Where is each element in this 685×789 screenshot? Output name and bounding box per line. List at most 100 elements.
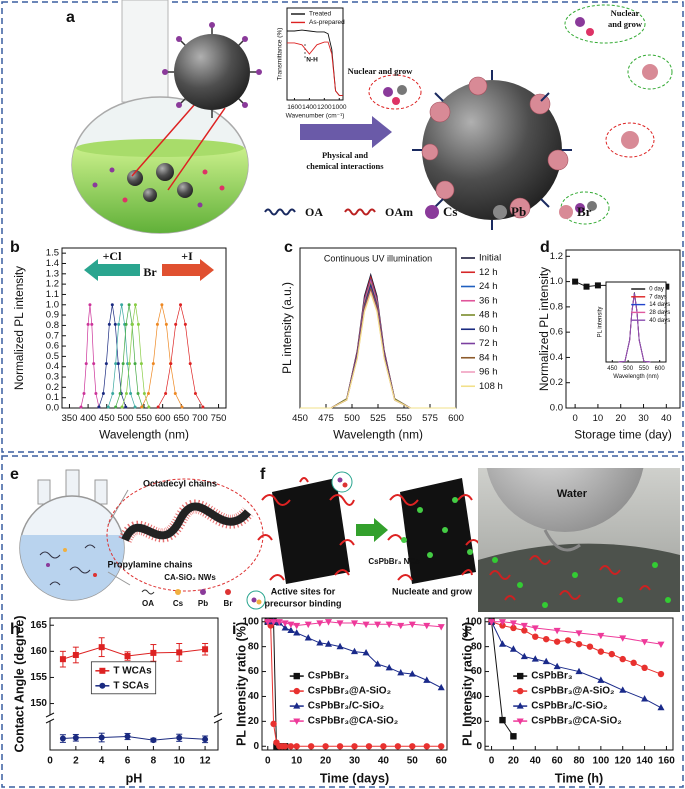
marker — [151, 362, 155, 366]
diagram-legend-part — [559, 205, 573, 219]
nanowire-scheme-part — [342, 482, 348, 488]
marker — [316, 620, 324, 627]
y-tick-label: 1.4 — [46, 258, 59, 269]
marker — [516, 718, 524, 725]
x-tick-label: 80 — [573, 756, 585, 767]
diagram-label: chemical interactions — [306, 161, 384, 171]
x-tick-label: 475 — [318, 413, 334, 424]
series-line — [300, 278, 456, 409]
marker — [543, 635, 550, 643]
marker — [657, 641, 665, 648]
marker — [127, 303, 131, 307]
x-tick-label: 40 — [378, 756, 390, 767]
marker — [193, 392, 197, 396]
y-tick-label: 60 — [471, 666, 483, 677]
legend-label: CsPbBr₃ — [531, 671, 573, 682]
plot-frame — [484, 617, 674, 751]
marker — [98, 644, 105, 651]
annotation: +I — [181, 249, 193, 263]
chart: 0 20 40 60 80 100 120 140 160 0 20 40 60 80 100 Time (h… — [460, 616, 675, 785]
reaction-flask-part — [20, 535, 124, 600]
legend-label: T SCAs — [113, 680, 149, 691]
reaction-flask-part — [39, 544, 96, 586]
y-tick-label: 0.8 — [46, 320, 59, 331]
nanowire-scheme-part — [452, 497, 458, 503]
y-tick-label: 0.0 — [46, 403, 59, 414]
x-axis-label: Wavenumber (cm⁻¹) — [286, 112, 345, 119]
marker — [553, 638, 561, 645]
legend-label: Cs — [443, 204, 457, 219]
legend-label: As-prepared — [309, 19, 345, 26]
legend-label: T WCAs — [113, 665, 152, 676]
marker — [488, 619, 496, 626]
y-tick-label: 80 — [471, 641, 483, 652]
x-tick-label: 60 — [436, 756, 448, 767]
marker — [293, 718, 301, 725]
axis-break — [45, 718, 55, 724]
arrow — [300, 116, 392, 148]
marker — [307, 743, 315, 750]
marker — [293, 702, 301, 709]
marker — [498, 619, 507, 626]
axis-break — [213, 712, 223, 718]
coated-sphere-part — [605, 122, 655, 158]
x-tick-label: 0 — [489, 756, 495, 767]
marker — [293, 687, 300, 695]
marker — [293, 622, 301, 630]
water-droplet-render-part — [486, 468, 644, 532]
y-tick-label: 1.3 — [46, 268, 59, 279]
nanowire-scheme-part — [331, 471, 353, 493]
legend-label: 36 h — [479, 295, 498, 306]
series-line — [267, 621, 286, 747]
diagram-label: precursor binding — [264, 598, 341, 608]
x-tick-label: 550 — [639, 366, 650, 372]
legend-label: 48 h — [479, 310, 498, 321]
marker — [116, 362, 120, 366]
marker — [59, 656, 66, 663]
coated-sphere-part — [422, 80, 562, 220]
marker — [140, 405, 144, 409]
nanowire-scheme-part — [251, 597, 257, 603]
x-tick-label: 10 — [593, 413, 604, 424]
marker — [575, 667, 583, 675]
water-droplet-render-part — [517, 582, 523, 588]
marker — [608, 650, 615, 658]
x-tick-label: 10 — [291, 756, 303, 767]
marker — [287, 743, 295, 750]
x-tick-label: 525 — [370, 413, 386, 424]
marker — [619, 686, 627, 693]
plot-frame — [605, 281, 667, 363]
x-tick-label: 1600 — [287, 104, 302, 111]
marker — [281, 624, 289, 631]
x-tick-label: 12 — [200, 756, 212, 767]
marker — [293, 672, 300, 680]
water-droplet-render-part — [478, 543, 680, 612]
x-axis-label: Storage time (day) — [574, 428, 672, 442]
reaction-flask-part — [141, 589, 155, 595]
marker — [174, 322, 178, 326]
marker — [86, 322, 90, 326]
nanowire-scheme-part — [272, 478, 350, 584]
nanocrystal-sphere-part — [174, 34, 250, 110]
nanocrystal-sphere-part — [131, 103, 196, 177]
legend: T WCAs T SCAs — [90, 661, 157, 695]
legend: CsPbBr₃ CsPbBr₃@A-SiO₂ CsPbBr₃/C-SiO₂ CsPbB… — [289, 671, 398, 727]
marker — [657, 670, 665, 678]
marker — [160, 303, 164, 307]
marker — [202, 646, 209, 653]
nanocrystal-sphere-part — [176, 102, 182, 108]
reaction-flask — [19, 469, 264, 601]
coated-sphere-part — [627, 54, 673, 90]
marker — [304, 621, 312, 629]
coated-sphere-part — [412, 70, 572, 230]
diagram-label: Water — [557, 488, 588, 500]
marker — [150, 737, 157, 744]
series-line — [491, 621, 662, 645]
coated-sphere-part-part — [435, 180, 455, 200]
marker — [365, 743, 373, 750]
diagram-legend-part — [425, 205, 439, 219]
annotation: +Cl — [103, 249, 123, 263]
arrow — [162, 259, 214, 281]
